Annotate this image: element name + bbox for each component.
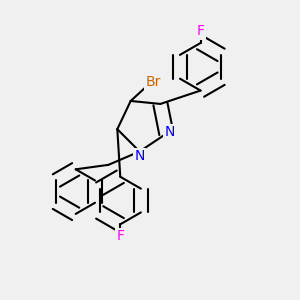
Text: F: F <box>196 24 205 38</box>
Text: Br: Br <box>145 75 161 88</box>
Text: N: N <box>134 149 145 163</box>
Text: F: F <box>116 229 124 243</box>
Text: N: N <box>164 125 175 139</box>
